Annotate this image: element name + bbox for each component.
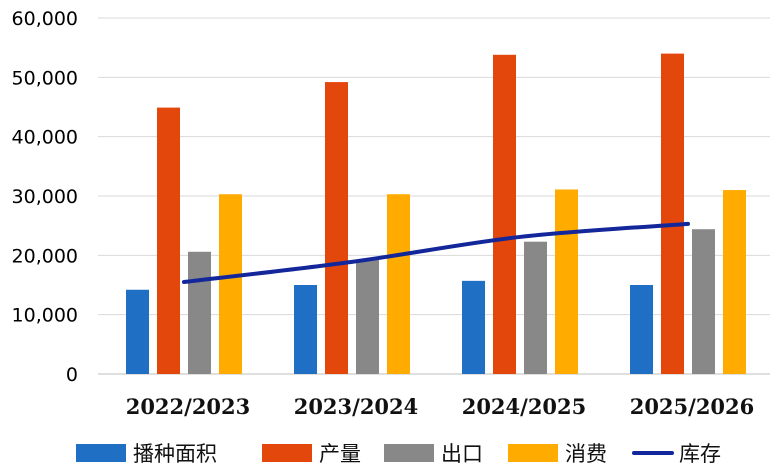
x-tick-label: 2022/2023 (126, 394, 251, 419)
line-series-path (182, 221, 690, 285)
bar (692, 229, 715, 374)
y-tick-label: 10,000 (12, 305, 78, 327)
bars (126, 53, 746, 375)
bar (630, 285, 653, 374)
x-tick-label: 2023/2024 (294, 394, 419, 419)
legend-swatch (76, 444, 126, 462)
bar (157, 107, 180, 375)
y-tick-label: 40,000 (12, 127, 78, 149)
legend-label: 播种面积 (133, 442, 217, 466)
x-tick-label: 2025/2026 (630, 394, 755, 419)
bar (356, 260, 379, 374)
bar (126, 289, 149, 374)
bar (555, 189, 578, 374)
line-series (182, 221, 690, 285)
y-axis-ticks: 0 10,000 20,000 30,000 40,000 50,000 60,000 (12, 8, 78, 386)
legend-swatch (262, 444, 312, 462)
bar (325, 82, 348, 374)
bar (723, 190, 746, 374)
bar (188, 251, 211, 374)
legend-label: 消费 (565, 442, 607, 466)
y-tick-label: 20,000 (12, 245, 78, 267)
y-tick-label: 30,000 (12, 186, 78, 208)
y-tick-label: 60,000 (12, 8, 78, 30)
y-tick-label: 0 (66, 364, 78, 386)
legend-swatch (508, 444, 558, 462)
x-tick-label: 2024/2025 (462, 394, 587, 419)
bar (462, 280, 485, 374)
x-axis-ticks: 2022/2023 2023/2024 2024/2025 2025/2026 (126, 394, 755, 419)
bar (387, 194, 410, 374)
y-tick-label: 50,000 (12, 67, 78, 89)
bar (493, 54, 516, 374)
legend-label: 出口 (441, 442, 483, 466)
bar (661, 53, 684, 374)
bar (524, 241, 547, 374)
bar (294, 285, 317, 374)
legend-label: 产量 (319, 442, 361, 466)
legend-swatch (384, 444, 434, 462)
bar (219, 194, 242, 374)
legend-label: 库存 (679, 442, 721, 466)
legend: 播种面积 产量 出口 消费 库存 (76, 442, 721, 466)
